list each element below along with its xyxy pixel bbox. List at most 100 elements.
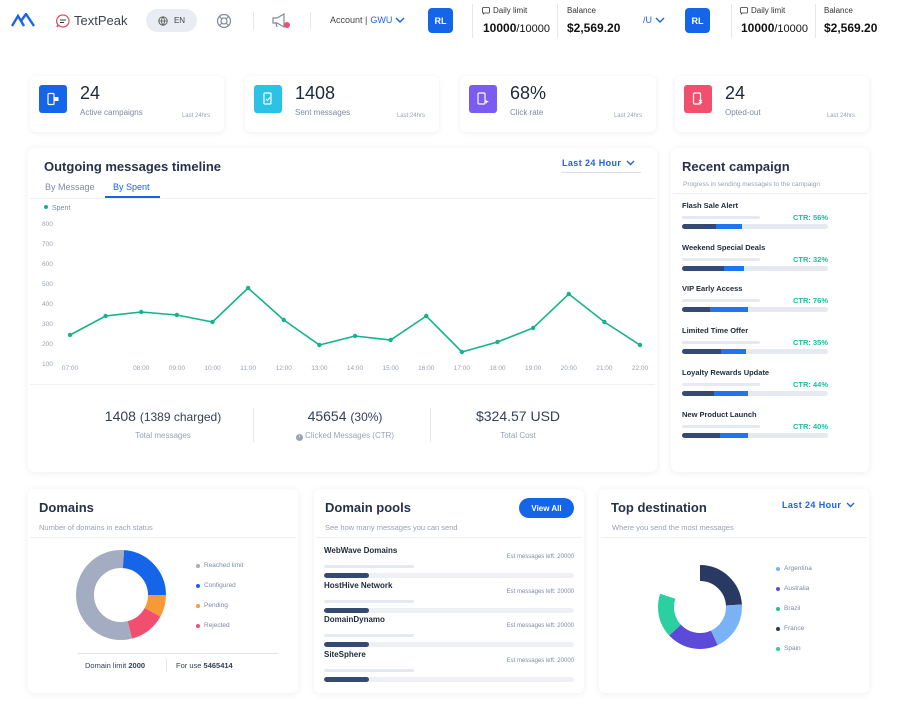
domain-limit-label: Domain limit (85, 661, 127, 670)
legend-item: Argentina (776, 565, 812, 572)
progress-clicked (721, 349, 746, 355)
pool-track (324, 669, 414, 673)
sent-message-icon (254, 85, 282, 113)
language-selector[interactable]: EN (146, 9, 197, 32)
donut-segment (658, 565, 742, 649)
legend-dot (776, 586, 780, 591)
avatar[interactable]: RL (428, 8, 453, 33)
legend-label: Pending (204, 602, 228, 609)
avatar[interactable]: RL (685, 8, 710, 33)
donut-segment (658, 565, 742, 649)
campaign-item[interactable]: Limited Time Offer CTR: 35% (682, 326, 832, 366)
kpi-card-active-campaigns[interactable]: 24 Active campaigns Last 24hrs (30, 76, 224, 132)
total-messages-stat: 1408 (1389 charged) Total messages (88, 408, 238, 440)
domain-pools-title: Domain pools (325, 500, 411, 515)
message-icon (482, 6, 490, 15)
progress-clicked (716, 224, 742, 229)
for-use: For use 5465414 (176, 661, 233, 670)
domain-pool-item[interactable]: HostHive Network Est messages left: 20000 (324, 581, 574, 615)
campaign-item[interactable]: Flash Sale Alert CTR: 56% (682, 201, 832, 241)
campaign-ctr: CTR: 32% (792, 254, 828, 264)
pool-name: WebWave Domains (324, 546, 398, 555)
campaign-name: Loyalty Rewards Update (682, 367, 770, 377)
campaign-ctr: CTR: 44% (792, 379, 828, 389)
legend-dot (196, 603, 200, 608)
campaign-item[interactable]: VIP Early Access CTR: 76% (682, 284, 832, 324)
progress-clicked (720, 432, 748, 438)
kpi-card-sent-messages[interactable]: 1408 Sent messages Last 24hrs (245, 76, 439, 132)
account-code-truncated: /U (643, 15, 652, 25)
timeline-range-dropdown[interactable]: Last 24 Hour (562, 158, 635, 168)
progress-sent (682, 349, 721, 355)
legend-label: Configured (204, 582, 236, 589)
domains-donut-chart (76, 550, 166, 640)
campaign-name: Limited Time Offer (682, 326, 749, 336)
tab-divider (30, 198, 655, 199)
campaign-track (682, 216, 760, 219)
daily-limit-value: 10000/10000 (741, 21, 808, 35)
pool-name: HostHive Network (324, 580, 393, 590)
clicked-messages-label: Clicked Messages (CTR) (305, 431, 395, 440)
domain-pool-item[interactable]: WebWave Domains Est messages left: 20000 (324, 546, 574, 580)
tab-by-message[interactable]: By Message (45, 182, 95, 192)
progress-clicked (714, 390, 748, 396)
data-point (566, 291, 571, 297)
campaign-progress-bar (682, 390, 828, 396)
divider (166, 659, 167, 672)
campaign-progress-bar (682, 265, 828, 271)
campaign-progress-bar (682, 432, 828, 438)
for-use-label: For use (176, 661, 202, 670)
support-icon[interactable] (216, 13, 232, 29)
data-point (495, 339, 500, 345)
progress-sent (682, 265, 724, 271)
kpi-card-opted-out[interactable]: 24 Opted-out Last 24hrs (675, 76, 869, 132)
domain-pool-item[interactable]: SiteSphere Est messages left: 20000 (324, 650, 574, 684)
kpi-label: Sent messages (295, 108, 351, 117)
account-prefix: Account | (330, 15, 368, 25)
kpi-value: 68% (510, 83, 547, 103)
legend-dot (196, 563, 200, 568)
pool-progress-fill (324, 607, 369, 613)
click-icon (469, 85, 497, 113)
divider (316, 537, 582, 538)
legend-item: Australia (776, 585, 809, 592)
pool-progress-fill (324, 642, 369, 648)
divider (731, 4, 732, 38)
progress-sent (682, 307, 710, 313)
x-tick-label: 18:00 (489, 365, 506, 372)
campaign-ctr: CTR: 56% (792, 213, 828, 222)
megaphone-icon[interactable] (271, 12, 291, 30)
top-destination-title: Top destination (611, 500, 707, 515)
account-selector-duplicate[interactable]: /U (643, 15, 665, 25)
tab-by-spent[interactable]: By Spent (113, 182, 150, 192)
kpi-period: Last 24hrs (181, 113, 210, 119)
campaign-item[interactable]: New Product Launch CTR: 40% (682, 410, 832, 450)
campaign-item[interactable]: Loyalty Rewards Update CTR: 44% (682, 368, 832, 408)
account-selector[interactable]: Account | GWU (330, 15, 405, 25)
domain-pools-card (314, 489, 584, 693)
x-tick-label: 12:00 (276, 365, 293, 372)
legend-dot (196, 583, 200, 588)
donut-segment (658, 565, 742, 649)
balance-value: $2,569.20 (567, 21, 621, 35)
domain-pool-item[interactable]: DomainDynamo Est messages left: 20000 (324, 615, 574, 649)
pool-name: DomainDynamo (324, 615, 385, 625)
destination-range-dropdown[interactable]: Last 24 Hour (782, 500, 855, 510)
x-tick-label: 09:00 (169, 365, 186, 372)
kpi-period: Last 24hrs (396, 113, 425, 119)
divider (253, 408, 254, 442)
info-icon[interactable]: i (295, 434, 303, 441)
balance-label: Balance (824, 6, 853, 15)
data-point (317, 342, 322, 348)
campaign-item[interactable]: Weekend Special Deals CTR: 32% (682, 243, 832, 283)
message-icon (740, 6, 748, 15)
domain-limit: Domain limit 2000 (85, 661, 145, 670)
divider (815, 4, 816, 38)
kpi-card-click-rate[interactable]: 68% Click rate Last 24hrs (460, 76, 656, 132)
legend-dot (776, 646, 780, 651)
view-all-button[interactable]: View All (519, 498, 574, 518)
top-destination-subtitle: Where you send the most messages (612, 523, 734, 532)
domains-subtitle: Number of domains in each status (39, 523, 153, 532)
brand-name: TextPeak (74, 13, 128, 28)
for-use-value: 5465414 (203, 661, 233, 670)
